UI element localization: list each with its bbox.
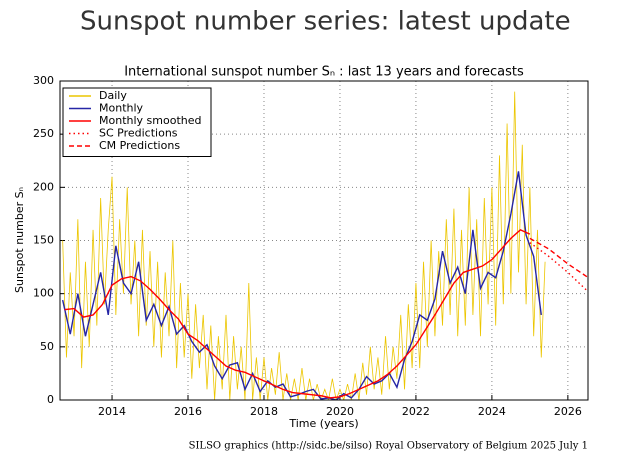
- y-tick-label: 150: [33, 234, 54, 247]
- y-tick-label: 300: [33, 74, 54, 87]
- series-line: [62, 91, 546, 400]
- legend-box: [62, 87, 212, 157]
- x-axis-label: Time (years): [288, 417, 358, 430]
- plot-frame: [59, 80, 589, 401]
- y-axis-label: Sunspot number Sₙ: [13, 187, 26, 293]
- x-tick-label: 2020: [326, 405, 354, 418]
- y-tick-label: 250: [33, 127, 54, 140]
- legend-label: SC Predictions: [99, 127, 178, 140]
- x-tick-label: 2016: [174, 405, 202, 418]
- page-title: Sunspot number series: latest update: [80, 7, 571, 37]
- series-line: [64, 229, 531, 399]
- legend-label: Monthly smoothed: [99, 114, 201, 127]
- legend-label: CM Predictions: [99, 139, 180, 152]
- y-tick-label: 50: [40, 340, 54, 353]
- x-tick-label: 2022: [402, 405, 430, 418]
- x-tick-label: 2018: [250, 405, 278, 418]
- y-tick-label: 0: [47, 393, 54, 406]
- series-line: [529, 237, 588, 278]
- y-tick-label: 200: [33, 180, 54, 193]
- x-tick-label: 2026: [554, 405, 582, 418]
- x-tick-label: 2024: [478, 405, 506, 418]
- x-tick-label: 2014: [98, 405, 126, 418]
- plot-area: [61, 91, 588, 400]
- legend-label: Daily: [99, 89, 127, 102]
- y-tick-label: 100: [33, 287, 54, 300]
- legend-label: Monthly: [99, 102, 144, 115]
- footer: SILSO graphics (http://sidc.be/silso) Ro…: [189, 441, 588, 452]
- chart-title: International sunspot number Sₙ : last 1…: [124, 65, 524, 80]
